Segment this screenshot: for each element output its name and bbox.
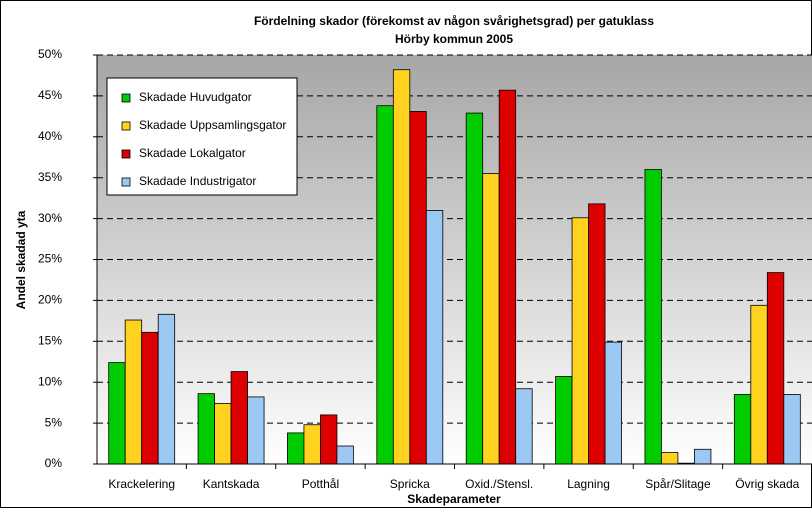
x-tick-label: Potthål: [302, 477, 339, 491]
bar: [425, 210, 444, 465]
y-tick-label: 5%: [45, 415, 63, 429]
bar: [498, 89, 517, 465]
legend-swatch: [121, 93, 131, 103]
bar: [287, 432, 305, 465]
y-tick-label: 30%: [38, 211, 62, 225]
bar: [604, 341, 622, 465]
y-tick-label: 50%: [38, 47, 62, 61]
bar: [141, 331, 159, 465]
bar: [465, 112, 484, 465]
bar: [124, 319, 143, 465]
bar: [694, 448, 712, 465]
legend-swatch: [121, 121, 131, 131]
y-tick-label: 35%: [38, 170, 62, 184]
x-tick-label: Kantskada: [203, 477, 260, 491]
bar: [644, 169, 662, 465]
bar: [376, 105, 394, 465]
legend: [106, 77, 298, 196]
x-tick-label: Spricka: [390, 477, 430, 491]
bar: [303, 424, 321, 465]
legend-swatch: [121, 177, 131, 187]
y-tick-label: 25%: [38, 252, 62, 266]
bar: [197, 393, 215, 465]
x-axis-label: Skadeparameter: [407, 492, 501, 506]
y-tick-label: 45%: [38, 88, 62, 102]
legend-swatch: [121, 149, 131, 159]
bar: [555, 376, 573, 465]
bar: [230, 371, 248, 465]
x-tick-label: Oxid./Stensl.: [465, 477, 533, 491]
bar: [588, 203, 606, 465]
y-axis-label: Andel skadad yta: [14, 210, 28, 309]
x-tick-label: Krackelering: [108, 477, 175, 491]
bar: [320, 414, 338, 465]
bar: [336, 445, 354, 465]
bar: [750, 304, 768, 465]
x-tick-label: Spår/Slitage: [645, 477, 711, 491]
bar: [766, 272, 785, 465]
bar: [515, 388, 533, 465]
x-tick-label: Övrig skada: [735, 477, 799, 491]
bar: [733, 394, 752, 465]
bar: [108, 362, 126, 465]
bar: [392, 69, 411, 465]
legend-label: Skadade Industrigator: [139, 174, 256, 188]
legend-label: Skadade Huvudgator: [139, 90, 252, 104]
legend-label: Skadade Uppsamlingsgator: [139, 118, 286, 132]
bar: [409, 111, 427, 465]
bar: [661, 452, 679, 465]
bar: [214, 403, 232, 465]
bar: [157, 313, 176, 465]
legend-label: Skadade Lokalgator: [139, 146, 246, 160]
bar: [571, 217, 589, 465]
y-tick-label: 0%: [45, 456, 63, 470]
y-tick-label: 40%: [38, 129, 62, 143]
y-tick-label: 20%: [38, 293, 62, 307]
chart-subtitle: Hörby kommun 2005: [395, 32, 513, 46]
y-tick-label: 15%: [38, 333, 62, 347]
chart-title: Fördelning skador (förekomst av någon sv…: [254, 14, 654, 28]
bar: [783, 394, 801, 465]
x-tick-label: Lagning: [567, 477, 610, 491]
bar: [482, 173, 500, 465]
y-tick-label: 10%: [38, 374, 62, 388]
bar: [247, 396, 265, 465]
